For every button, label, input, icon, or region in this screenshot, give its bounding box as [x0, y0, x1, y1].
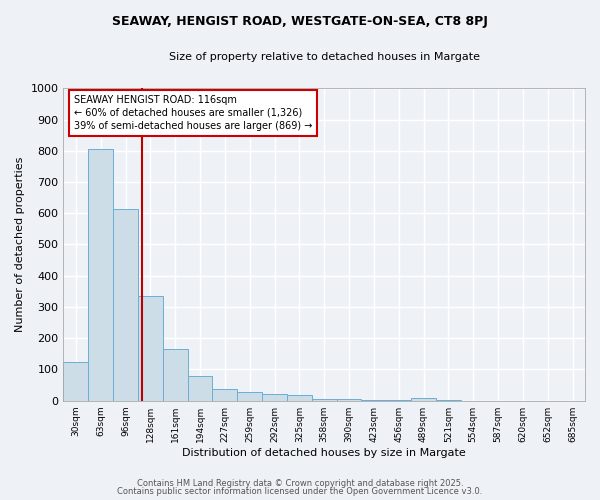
Bar — [237, 392, 262, 400]
Bar — [163, 349, 188, 401]
Bar — [337, 399, 361, 400]
Bar — [88, 149, 113, 401]
Bar — [212, 389, 237, 400]
Bar — [113, 208, 138, 400]
Title: Size of property relative to detached houses in Margate: Size of property relative to detached ho… — [169, 52, 480, 62]
Text: SEAWAY, HENGIST ROAD, WESTGATE-ON-SEA, CT8 8PJ: SEAWAY, HENGIST ROAD, WESTGATE-ON-SEA, C… — [112, 15, 488, 28]
Bar — [64, 362, 88, 401]
Bar — [287, 396, 312, 400]
Text: SEAWAY HENGIST ROAD: 116sqm
← 60% of detached houses are smaller (1,326)
39% of : SEAWAY HENGIST ROAD: 116sqm ← 60% of det… — [74, 94, 312, 131]
Text: Contains HM Land Registry data © Crown copyright and database right 2025.: Contains HM Land Registry data © Crown c… — [137, 478, 463, 488]
Y-axis label: Number of detached properties: Number of detached properties — [15, 157, 25, 332]
Bar — [138, 296, 163, 401]
Bar — [411, 398, 436, 400]
Bar — [188, 376, 212, 400]
Text: Contains public sector information licensed under the Open Government Licence v3: Contains public sector information licen… — [118, 487, 482, 496]
X-axis label: Distribution of detached houses by size in Margate: Distribution of detached houses by size … — [182, 448, 466, 458]
Bar — [262, 394, 287, 400]
Bar — [312, 398, 337, 400]
